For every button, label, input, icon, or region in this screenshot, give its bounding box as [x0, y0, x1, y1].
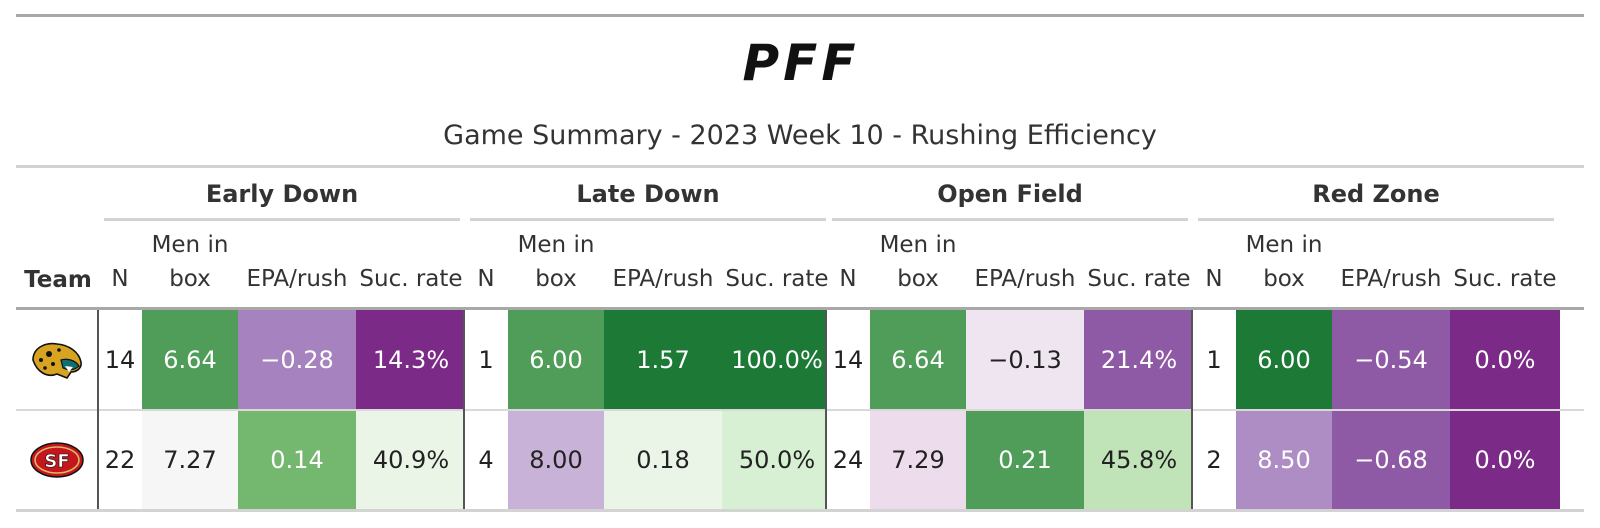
jaguars-logo-icon	[16, 310, 98, 409]
table-cell-suc-rate-late-down-row-2: 50.0%	[722, 410, 832, 509]
table-cell-suc-rate-late-down-row-1: 100.0%	[722, 310, 832, 409]
group-header-red-zone: Red Zone	[1312, 180, 1440, 208]
table-cell-suc-rate-open-field-row-1: 21.4%	[1084, 310, 1194, 409]
table-cell-men-in-box-early-down-row-1: 6.64	[142, 310, 238, 409]
table-cell-epa-rush-early-down-row-2: 0.14	[238, 410, 356, 509]
group-rule-red-zone	[1198, 218, 1554, 221]
column-header-epa-rush-open-field: EPA/rush	[974, 266, 1076, 292]
table-cell-men-in-box-late-down-row-2: 8.00	[508, 410, 604, 509]
table-cell-n-red-zone-row-1: 1	[1192, 310, 1236, 409]
table-bottom-rule	[16, 509, 1584, 512]
table-cell-suc-rate-early-down-row-1: 14.3%	[356, 310, 466, 409]
table-cell-epa-rush-late-down-row-2: 0.18	[604, 410, 722, 509]
table-cell-men-in-box-early-down-row-2: 7.27	[142, 410, 238, 509]
group-divider-open-field	[825, 310, 827, 509]
column-header-suc-rate-late-down: Suc. rate	[725, 266, 829, 292]
column-header-men-in-box-early-down: Men in box	[151, 232, 229, 292]
group-header-open-field: Open Field	[937, 180, 1083, 208]
table-cell-epa-rush-late-down-row-1: 1.57	[604, 310, 722, 409]
title-rule	[16, 165, 1584, 168]
table-cell-epa-rush-open-field-row-1: −0.13	[966, 310, 1084, 409]
column-header-men-in-box-open-field: Men in box	[879, 232, 957, 292]
table-cell-men-in-box-red-zone-row-1: 6.00	[1236, 310, 1332, 409]
group-divider-red-zone	[1191, 310, 1193, 509]
table-cell-n-late-down-row-1: 1	[464, 310, 508, 409]
table-cell-n-open-field-row-2: 24	[826, 410, 870, 509]
column-header-suc-rate-red-zone: Suc. rate	[1453, 266, 1557, 292]
table-cell-n-red-zone-row-2: 2	[1192, 410, 1236, 509]
table-cell-epa-rush-red-zone-row-2: −0.68	[1332, 410, 1450, 509]
column-header-suc-rate-open-field: Suc. rate	[1087, 266, 1191, 292]
column-header-suc-rate-early-down: Suc. rate	[359, 266, 463, 292]
table-cell-n-early-down-row-1: 14	[98, 310, 142, 409]
pff-logo-text: PFF	[743, 38, 860, 86]
table-cell-n-early-down-row-2: 22	[98, 410, 142, 509]
svg-text:SF: SF	[44, 451, 69, 472]
column-header-epa-rush-red-zone: EPA/rush	[1340, 266, 1442, 292]
table-cell-suc-rate-open-field-row-2: 45.8%	[1084, 410, 1194, 509]
table-cell-n-open-field-row-1: 14	[826, 310, 870, 409]
column-header-men-in-box-late-down: Men in box	[517, 232, 595, 292]
group-rule-early-down	[104, 218, 460, 221]
group-header-early-down: Early Down	[205, 180, 359, 208]
chart-title: Game Summary - 2023 Week 10 - Rushing Ef…	[443, 120, 1157, 151]
column-header-n-open-field: N	[839, 266, 857, 292]
table-cell-n-late-down-row-2: 4	[464, 410, 508, 509]
column-header-epa-rush-late-down: EPA/rush	[612, 266, 714, 292]
group-divider-early-down	[97, 310, 99, 509]
column-header-n-red-zone: N	[1205, 266, 1223, 292]
header-bottom-rule	[16, 307, 1584, 310]
49ers-logo-icon: SF	[16, 410, 98, 509]
pff-logo-icon: PFF	[743, 38, 860, 86]
group-rule-late-down	[470, 218, 826, 221]
group-rule-open-field	[832, 218, 1188, 221]
table-cell-men-in-box-late-down-row-1: 6.00	[508, 310, 604, 409]
table-cell-men-in-box-open-field-row-1: 6.64	[870, 310, 966, 409]
table-cell-men-in-box-open-field-row-2: 7.29	[870, 410, 966, 509]
top-rule	[16, 14, 1584, 17]
group-header-late-down: Late Down	[576, 180, 720, 208]
team-column-header: Team	[24, 267, 92, 293]
row-separator	[16, 409, 1584, 411]
column-header-men-in-box-red-zone: Men in box	[1245, 232, 1323, 292]
table-cell-epa-rush-early-down-row-1: −0.28	[238, 310, 356, 409]
table-cell-suc-rate-early-down-row-2: 40.9%	[356, 410, 466, 509]
table-cell-epa-rush-open-field-row-2: 0.21	[966, 410, 1084, 509]
table-cell-men-in-box-red-zone-row-2: 8.50	[1236, 410, 1332, 509]
table-cell-suc-rate-red-zone-row-1: 0.0%	[1450, 310, 1560, 409]
column-header-n-early-down: N	[111, 266, 129, 292]
table-cell-suc-rate-red-zone-row-2: 0.0%	[1450, 410, 1560, 509]
table-cell-epa-rush-red-zone-row-1: −0.54	[1332, 310, 1450, 409]
column-header-n-late-down: N	[477, 266, 495, 292]
column-header-epa-rush-early-down: EPA/rush	[246, 266, 348, 292]
group-divider-late-down	[463, 310, 465, 509]
